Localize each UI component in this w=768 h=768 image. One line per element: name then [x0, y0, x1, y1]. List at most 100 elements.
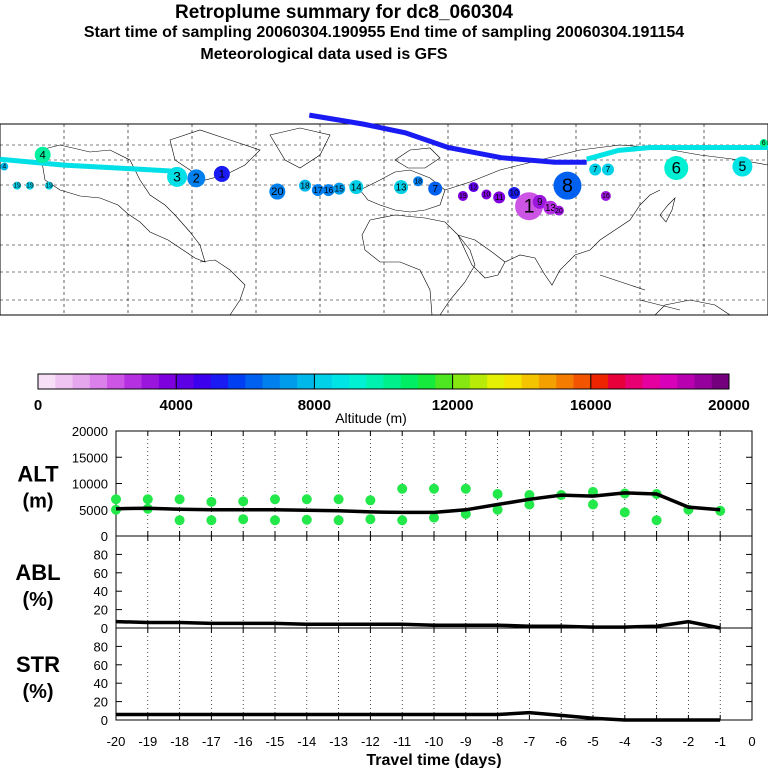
x-tick-label: -7 — [524, 734, 536, 749]
colorbar-swatch — [55, 374, 74, 389]
colorbar-swatch — [262, 374, 281, 389]
altitude-scatter-point — [492, 504, 503, 515]
x-tick-label: -13 — [329, 734, 348, 749]
altitude-scatter-point — [651, 515, 662, 526]
altitude-scatter-point — [270, 494, 280, 505]
trajectory-marker-label: 6 — [672, 158, 681, 177]
trajectory-marker-label: 16 — [324, 185, 334, 195]
trajectory-marker-label: 18 — [414, 179, 422, 186]
trajectory-marker-label: 2 — [193, 171, 200, 185]
colorbar-swatch — [331, 374, 350, 389]
y-tick-label: 5000 — [79, 503, 108, 518]
x-tick-label: -8 — [492, 734, 504, 749]
colorbar-swatch — [608, 374, 626, 389]
trajectory-marker — [413, 176, 424, 187]
x-tick-label: -14 — [297, 734, 316, 749]
trajectory-marker-label: 19 — [26, 182, 34, 189]
panel-label-name: ABL — [15, 560, 60, 585]
colorbar-tick-label: 4000 — [160, 397, 193, 414]
colorbar-tick-label: 0 — [34, 397, 42, 414]
trajectory-marker-label: 10 — [483, 192, 491, 199]
trajectory-marker-label: 4 — [40, 149, 46, 161]
colorbar-swatch — [245, 374, 264, 389]
colorbar-swatch — [521, 374, 540, 389]
x-axis-label: Travel time (days) — [366, 752, 501, 768]
trajectory-marker-label: 9 — [537, 197, 542, 208]
colorbar-label: Altitude (m) — [335, 410, 407, 426]
trajectory-marker — [493, 191, 506, 204]
panel-label-name: ALT — [17, 462, 59, 487]
colorbar-swatch — [487, 374, 505, 389]
altitude-scatter-point — [429, 483, 439, 494]
trajectory-marker — [187, 169, 206, 188]
panel-label-unit: (%) — [22, 681, 53, 703]
colorbar-swatch — [89, 374, 108, 389]
colorbar-swatch — [538, 374, 557, 389]
trajectory-marker — [508, 187, 521, 200]
x-tick-label: -17 — [202, 734, 221, 749]
trajectory-marker — [428, 181, 443, 196]
sampling-times: Start time of sampling 20060304.190955 E… — [83, 24, 685, 41]
trajectory-marker — [553, 171, 582, 200]
y-tick-label: 0 — [101, 529, 108, 544]
altitude-scatter-point — [301, 514, 312, 525]
colorbar-swatch — [418, 374, 436, 389]
panel-alt: 0 5000 10000 15000 20000 ALT (m) — [17, 424, 753, 544]
trajectory-marker — [13, 181, 22, 190]
trajectory-marker — [394, 180, 409, 195]
x-tick-label: -20 — [107, 734, 126, 749]
trajectory-tracks — [0, 112, 768, 174]
trajectory-marker-label: 10 — [509, 188, 519, 198]
trajectory-marker-label: 15 — [335, 183, 345, 193]
colorbar-swatch — [400, 374, 419, 389]
x-tick-label: -6 — [555, 734, 567, 749]
y-tick-label: 0 — [101, 713, 108, 728]
x-tick-label: -10 — [425, 734, 444, 749]
altitude-scatter-point — [142, 494, 153, 505]
trajectory-marker — [543, 200, 558, 215]
trajectory-marker — [532, 194, 547, 209]
altitude-scatter-point — [174, 515, 185, 526]
x-tick-label: -18 — [170, 734, 189, 749]
x-tick-label: -19 — [138, 734, 157, 749]
trajectory-marker — [589, 163, 602, 176]
trajectory-marker-label: 19 — [45, 182, 53, 189]
colorbar-swatch — [711, 374, 730, 389]
trajectory-marker-label: 19 — [13, 182, 21, 189]
trajectory-marker — [759, 139, 768, 148]
trajectory-marker-label: 14 — [351, 182, 362, 193]
colorbar-swatch — [383, 374, 402, 389]
time-series-panels: 0 5000 10000 15000 20000 ALT (m) 0 20 40 60 80 ABL (%… — [15, 424, 755, 749]
altitude-scatter-point — [206, 515, 217, 526]
y-tick-label: 15000 — [72, 450, 108, 465]
y-tick-label: 40 — [94, 584, 108, 599]
trajectory-marker — [333, 182, 346, 195]
altitude-colorbar: 0 4000 8000 12000 16000 20000 — [34, 373, 750, 414]
trajectory-marker — [167, 166, 188, 187]
colorbar-tick-label: 16000 — [570, 397, 612, 414]
colorbar-swatch — [158, 374, 177, 389]
altitude-scatter-point — [397, 515, 408, 526]
median-line — [115, 619, 721, 630]
trajectory-marker-label: 1 — [524, 196, 535, 218]
trajectory-marker — [269, 183, 286, 200]
colorbar-swatch — [590, 374, 609, 389]
y-tick-label: 20 — [94, 695, 108, 710]
y-tick-label: 60 — [94, 566, 108, 581]
trajectory-marker — [732, 156, 753, 177]
y-tick-label: 60 — [94, 658, 108, 673]
y-tick-label: 40 — [94, 676, 108, 691]
trajectory-marker-label: 13 — [396, 182, 407, 193]
altitude-scatter-point — [524, 499, 535, 510]
trajectory-marker-label: 3 — [173, 168, 181, 184]
y-tick-label: 20000 — [72, 424, 108, 439]
panel-label-name: STR — [16, 652, 60, 677]
colorbar-swatch — [469, 374, 488, 389]
trajectory-marker-label: 19 — [459, 193, 467, 200]
trajectory-marker-label: 13 — [545, 203, 556, 214]
altitude-scatter-point — [301, 494, 312, 505]
altitude-scatter-point — [429, 512, 439, 523]
trajectory-marker — [468, 182, 479, 193]
x-tick-label: -16 — [234, 734, 253, 749]
